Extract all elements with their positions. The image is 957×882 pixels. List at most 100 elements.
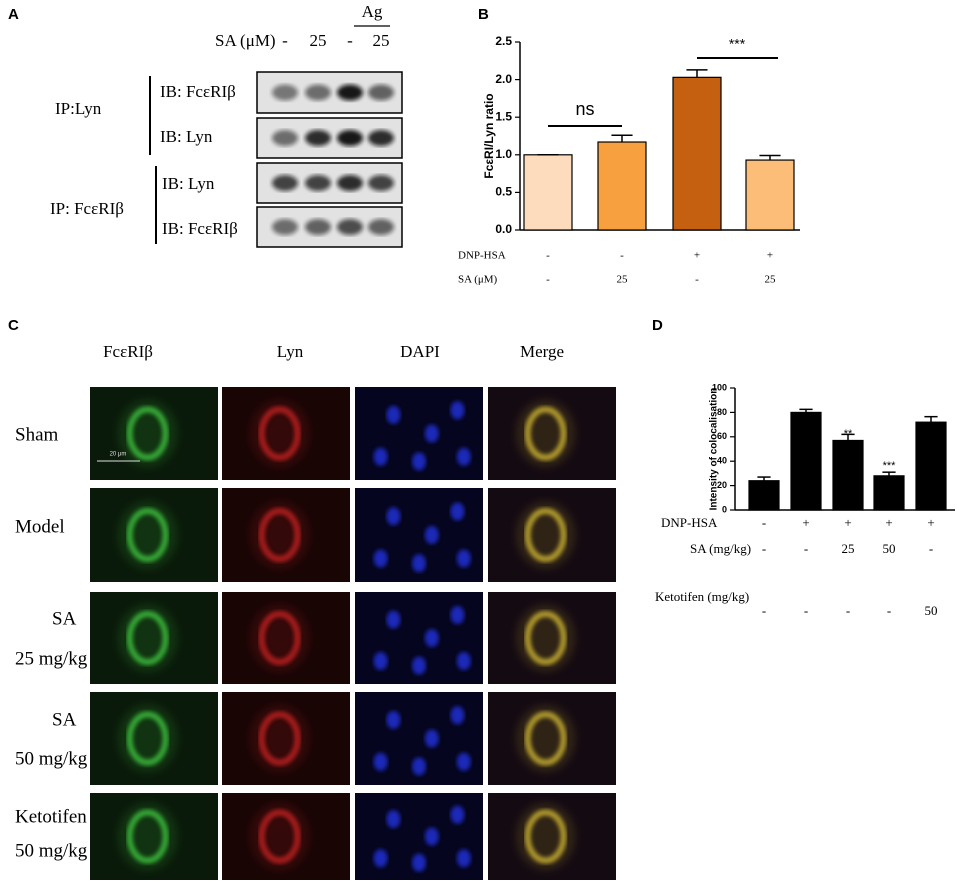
condition-value: -	[762, 603, 766, 618]
micro-row-labels: Sham Model SA 25 mg/kg SA 50 mg/kg Ketotifen 50…	[15, 424, 88, 861]
bar	[672, 76, 722, 231]
ib-label: IB: FcεRIβ	[160, 82, 236, 101]
scale-bar-label: 20 μm	[110, 452, 127, 458]
y-tick-label: 1.5	[495, 109, 512, 123]
blot-band	[337, 130, 363, 146]
cell-glow	[117, 604, 178, 672]
condition-value: -	[762, 515, 766, 530]
condition-value: +	[927, 515, 934, 530]
nucleus	[424, 827, 439, 846]
column-header: FcεRIβ	[103, 342, 153, 361]
cell-glow	[515, 604, 576, 672]
row-label: 50 mg/kg	[15, 748, 88, 769]
nucleus	[386, 610, 401, 629]
nucleus	[373, 652, 388, 670]
y-tick-label: 1.0	[495, 147, 512, 161]
significance-label: **	[844, 428, 853, 440]
column-header: Merge	[520, 342, 564, 361]
charts: 0.0 0.5 1.0 1.5 2.0 2.5 FcεRI/Lyn ratio ns *** DN…	[458, 34, 955, 618]
lane-label: -	[282, 31, 288, 50]
nucleus	[456, 849, 471, 868]
condition-value: -	[804, 603, 808, 618]
nucleus	[424, 629, 439, 647]
cell-glow	[117, 501, 178, 569]
nucleus	[456, 652, 471, 670]
column-header: Lyn	[277, 342, 304, 361]
nucleus	[456, 549, 471, 568]
condition-value: +	[844, 515, 851, 530]
nucleus	[456, 752, 471, 771]
nucleus	[450, 502, 465, 521]
micrographs: 20 μm	[90, 387, 616, 880]
blot-band	[272, 130, 298, 146]
sa-label: SA (μM)	[215, 31, 276, 50]
ib-label: IB: Lyn	[160, 127, 213, 146]
blot-band	[305, 130, 331, 146]
condition-value: 25	[765, 274, 777, 286]
blot-band	[305, 175, 331, 191]
row-label: SA	[52, 709, 77, 730]
significance-label: ***	[729, 36, 746, 52]
condition-value: +	[767, 250, 773, 262]
bar	[832, 439, 864, 511]
ip-label: IP:Lyn	[55, 99, 102, 118]
condition-value: -	[620, 250, 624, 262]
nucleus	[412, 757, 426, 776]
cell-glow	[249, 399, 310, 468]
blot-band	[337, 84, 363, 101]
condition-value: -	[846, 603, 850, 618]
cell-glow	[117, 802, 178, 871]
ag-label: Ag	[362, 2, 383, 21]
condition-label: DNP-HSA	[458, 250, 506, 262]
condition-label: SA (mg/kg)	[690, 541, 751, 556]
condition-label: Ketotifen (mg/kg)	[655, 589, 749, 604]
condition-value: -	[762, 541, 766, 556]
y-axis-label: Intensity of colocalisation	[709, 388, 720, 511]
blot-band	[272, 175, 298, 191]
bar	[523, 154, 573, 231]
y-tick-label: 0.5	[495, 185, 512, 199]
bar	[597, 141, 647, 231]
bar	[790, 411, 822, 511]
nucleus	[386, 507, 401, 526]
nucleus	[424, 729, 439, 748]
panel-label: A	[8, 6, 19, 23]
row-label: 50 mg/kg	[15, 840, 88, 861]
ip-label: IP: FcεRIβ	[50, 199, 124, 218]
cell-glow	[515, 501, 576, 569]
row-label: 25 mg/kg	[15, 648, 88, 669]
nucleus	[373, 752, 388, 771]
bar	[915, 421, 947, 511]
ib-label: IB: FcεRIβ	[162, 219, 238, 238]
nucleus	[412, 452, 426, 471]
y-tick-label: 40	[717, 456, 727, 466]
column-header: DAPI	[400, 342, 440, 361]
nucleus	[450, 805, 465, 824]
condition-label: SA (μM)	[458, 274, 498, 286]
y-tick-label: 20	[717, 480, 727, 490]
nucleus	[450, 706, 465, 725]
condition-label: DNP-HSA	[661, 515, 718, 530]
nucleus	[386, 405, 401, 424]
condition-value: 50	[883, 541, 896, 556]
cell-glow	[249, 604, 310, 672]
y-axis-label: FcεRI/Lyn ratio	[482, 93, 496, 178]
blot-band	[337, 175, 363, 191]
panel-label: D	[652, 317, 663, 334]
condition-value: -	[887, 603, 891, 618]
row-label: Model	[15, 516, 65, 537]
condition-value: +	[694, 250, 700, 262]
bar	[748, 480, 780, 511]
nucleus	[386, 710, 401, 729]
significance-label: ns	[575, 99, 594, 119]
condition-value: 25	[842, 541, 855, 556]
cell-glow	[515, 704, 576, 773]
cell-glow	[249, 802, 310, 871]
row-label: Ketotifen	[15, 806, 87, 827]
nucleus	[450, 606, 465, 624]
row-label: Sham	[15, 424, 59, 445]
blot-labels: IP:Lyn IB: FcεRIβ IB: Lyn IP: FcεRIβ IB:…	[50, 76, 238, 244]
nucleus	[373, 447, 388, 466]
lane-label: -	[347, 31, 353, 50]
